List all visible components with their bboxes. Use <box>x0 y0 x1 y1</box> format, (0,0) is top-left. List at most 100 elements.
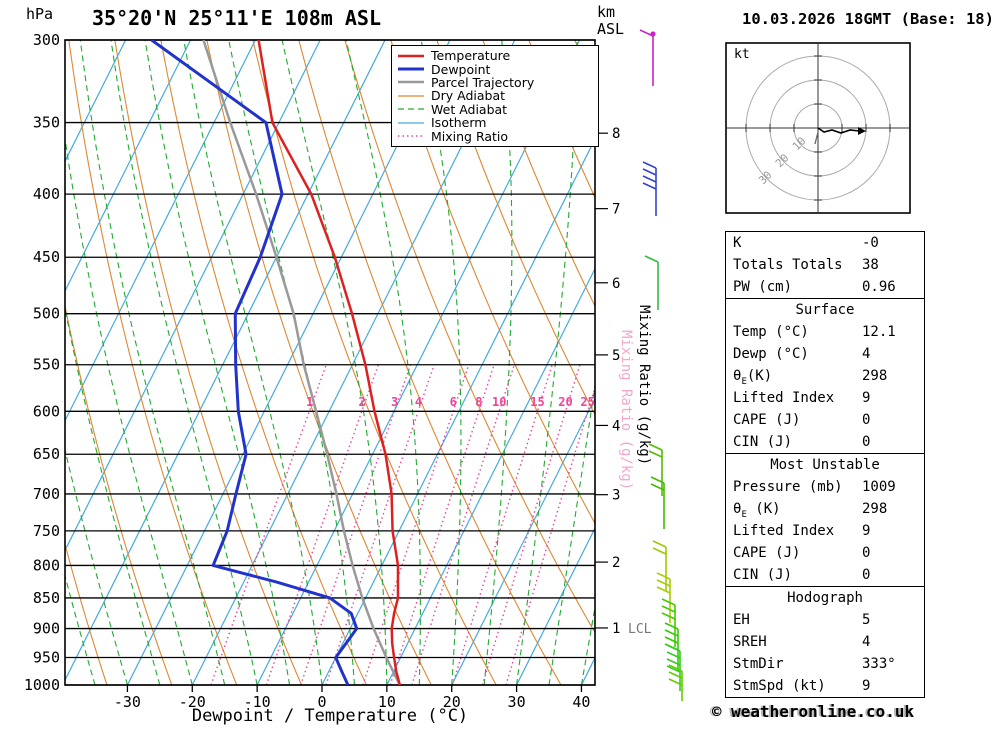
wind-barb-dot <box>650 31 656 37</box>
mixing-ratio-line <box>325 364 435 685</box>
run-datetime-title: 10.03.2026 18GMT (Base: 18) <box>742 10 994 28</box>
dry-adiabat-line <box>114 40 303 685</box>
table-row-value: 1009 <box>862 479 896 495</box>
isotherm-line <box>191 40 516 685</box>
legend-sample <box>398 108 424 110</box>
table-row-label: EH <box>733 612 750 628</box>
table-row-e-k: θE(K) 298 <box>726 365 924 387</box>
table-row-value: 333° <box>862 656 896 672</box>
wind-barb-feather <box>652 547 667 555</box>
wet-adiabat-line <box>79 40 226 685</box>
table-row-value: 298 <box>862 501 888 517</box>
table-row-label: PW (cm) <box>733 279 793 295</box>
table-row-label: θE (K) <box>733 501 781 520</box>
table-row-label: θE(K) <box>733 368 773 387</box>
mixing-ratio-value-label: 3 <box>391 395 398 409</box>
km-axis-unit-label: km <box>597 3 616 21</box>
temp-tick-label: 10 <box>378 693 396 711</box>
dry-adiabat-line <box>482 40 595 308</box>
theta-e-subscript: E <box>741 376 747 387</box>
mixing-ratio-line <box>265 364 379 685</box>
table-row-e-k: θE (K) 298 <box>726 498 924 520</box>
isotherms-group <box>65 40 595 685</box>
table-row-value: 0 <box>862 545 871 561</box>
wind-barb-feather <box>642 175 657 183</box>
table-row-eh: EH 5 <box>726 609 924 631</box>
wind-barb-feather <box>656 572 671 580</box>
table-row-label: CIN (J) <box>733 567 793 583</box>
wet-adiabat-line <box>65 447 128 685</box>
dry-adiabat-line <box>436 40 595 416</box>
legend-item-wet-adiabat: Wet Adiabat <box>398 103 592 116</box>
dewpoint-curve <box>150 40 359 685</box>
mixing-ratio-line <box>362 364 470 685</box>
pressure-tick-label: 500 <box>33 305 60 323</box>
parcel-trajectory-curve <box>202 40 401 685</box>
table-row-label: CIN (J) <box>733 434 793 450</box>
mixing-ratio-value-label: 8 <box>475 395 482 409</box>
legend-item-dewpoint: Dewpoint <box>398 61 592 77</box>
wind-barb-feather <box>650 476 665 484</box>
wind-barb-feather <box>650 483 665 491</box>
temp-tick-label: 30 <box>508 693 526 711</box>
temp-tick-label: 20 <box>443 693 461 711</box>
legend-label: Dry Adiabat <box>431 88 506 104</box>
isotherm-line <box>126 40 451 685</box>
table-row-k: K -0 <box>726 232 924 254</box>
table-row-label: Pressure (mb) <box>733 479 843 495</box>
wind-barb-feather <box>666 665 681 673</box>
wind-barb <box>639 29 656 86</box>
table-row-value: 4 <box>862 346 871 362</box>
mixing-ratio-lines-group <box>210 364 595 685</box>
pressure-tick-label: 750 <box>33 522 60 540</box>
wind-barb-feather <box>652 540 667 548</box>
pressure-tick-label: 400 <box>33 185 60 203</box>
table-row-label: SREH <box>733 634 767 650</box>
table-row-value: 0.96 <box>862 279 896 295</box>
copyright: © weatheronline.co.uk <box>711 702 915 721</box>
mixing-ratio-line <box>481 364 581 685</box>
table-row-value: -0 <box>862 235 879 251</box>
wind-barb <box>661 598 676 647</box>
table-row-label: CAPE (J) <box>733 412 801 428</box>
wind-barb-feather <box>666 644 681 652</box>
km-tick-label: 5 <box>612 348 620 364</box>
table-row-value: 4 <box>862 634 871 650</box>
wind-barbs-group <box>639 29 683 701</box>
wet-adiabat-line <box>144 40 291 685</box>
wind-barb-feather <box>656 586 671 594</box>
pressure-tick-label: 850 <box>33 589 60 607</box>
isotherm-line <box>386 267 595 685</box>
wind-barb-feather <box>648 450 663 458</box>
temp-tick-label: -30 <box>114 693 141 711</box>
pressure-tick-label: 650 <box>33 445 60 463</box>
x-axis-title: Dewpoint / Temperature (°C) <box>192 706 468 726</box>
table-row-label: StmDir <box>733 656 784 672</box>
isotherm-line <box>65 40 386 682</box>
wind-barb-feather <box>642 161 657 169</box>
profile-curves-group <box>150 40 402 685</box>
km-axis-group: 8 7 6 5 4 3 2 1 LCL <box>595 126 652 637</box>
table-row-value: 0 <box>862 567 871 583</box>
temp-tick-label: 0 <box>317 693 326 711</box>
legend-item-isotherm: Isotherm <box>398 116 592 129</box>
km-tick-label: 8 <box>612 126 620 142</box>
table-header: Most Unstable <box>770 457 880 473</box>
legend-sample <box>398 81 424 84</box>
mixing-ratio-value-label: 6 <box>450 395 457 409</box>
table-row-value: 9 <box>862 523 871 539</box>
isotherm-line <box>65 40 192 293</box>
legend-label: Dewpoint <box>431 61 491 77</box>
hodograph-trace-arrow <box>858 127 866 135</box>
pressure-tick-label: 800 <box>33 556 60 574</box>
isotherm-line <box>65 40 321 552</box>
wind-barb-feather <box>644 255 659 263</box>
km-tick-label: 1 <box>612 621 620 637</box>
pressure-tick-label: 350 <box>33 114 60 132</box>
table-box-indices: K -0 Totals Totals 38 PW (cm) 0.96 <box>725 231 925 299</box>
table-row-value: 5 <box>862 612 871 628</box>
table-row-temp-c: Temp (°C) 12.1 <box>726 321 924 343</box>
indices-tables: K -0 Totals Totals 38 PW (cm) 0.96 Surface Temp… <box>725 231 925 698</box>
